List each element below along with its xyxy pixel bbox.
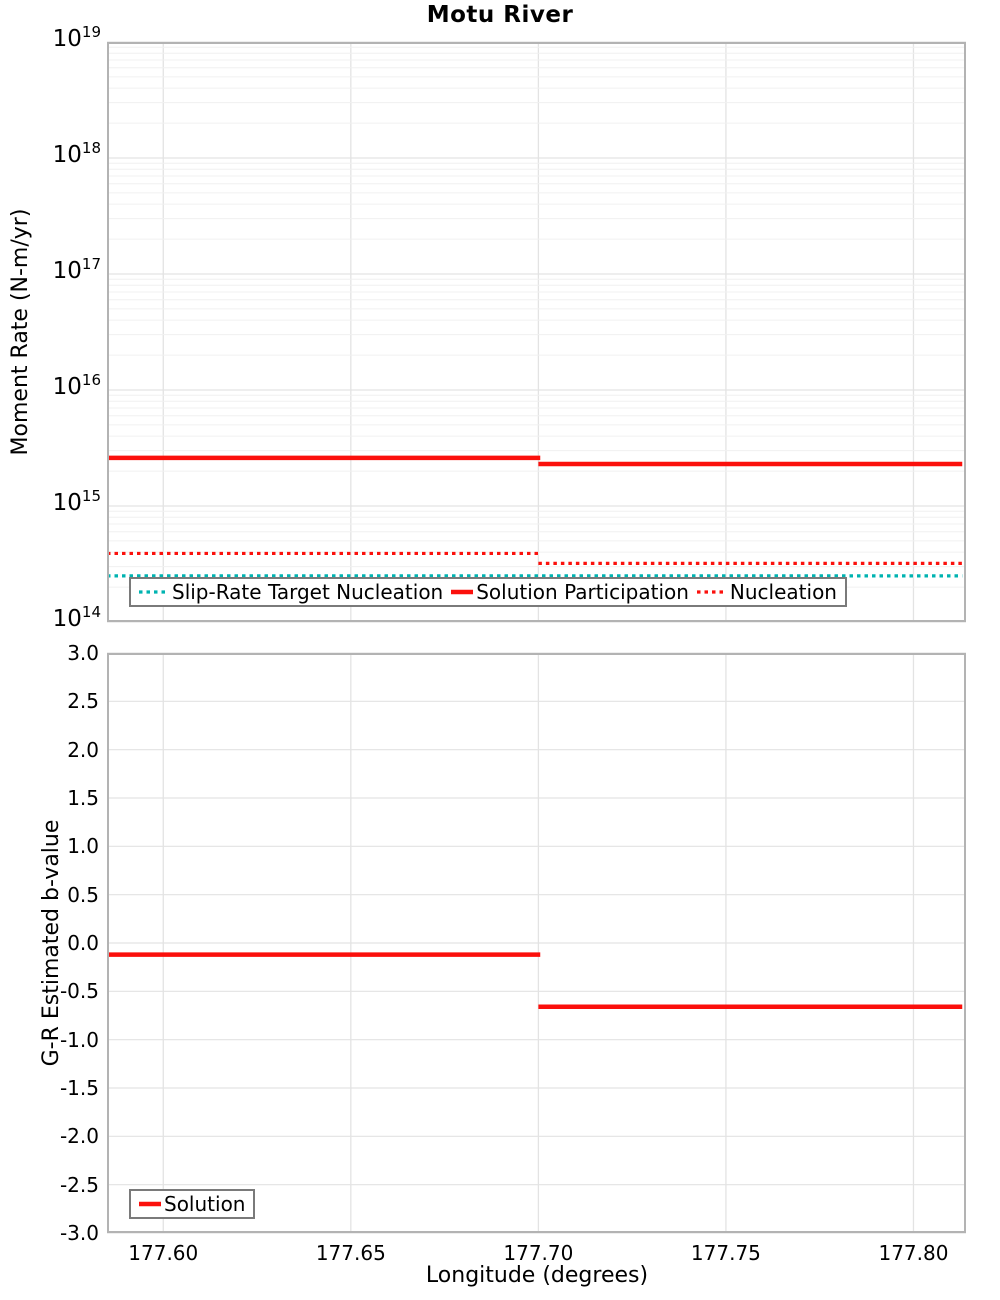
legend-item-solution-participation: Solution Participation [451, 580, 689, 604]
y-tick-label: 1019 [52, 23, 101, 53]
y-tick-label: 0.0 [67, 931, 99, 955]
moment-rate-plot [107, 41, 966, 623]
legend-swatch-solid-line [451, 589, 474, 595]
x-tick-label: 177.75 [690, 1241, 761, 1265]
plot-frame [107, 653, 966, 1233]
legend-swatch-dotted-line [696, 590, 727, 594]
y-tick-label: 0.5 [67, 882, 99, 907]
y-tick-label: 1018 [52, 139, 101, 169]
y-tick-label: -0.5 [59, 979, 99, 1004]
y-tick-label: -1.0 [59, 1027, 99, 1052]
moment-rate-legend: Slip-Rate Target Nucleation Solution Part… [129, 577, 847, 607]
y-tick-label: -2.5 [59, 1172, 99, 1197]
legend-label: Solution [164, 1192, 246, 1216]
legend-label: Slip-Rate Target Nucleation [172, 580, 444, 604]
legend-label: Nucleation [729, 580, 837, 604]
y-tick-label: 2.0 [67, 737, 99, 762]
y-tick-label: 1016 [52, 371, 101, 401]
legend-swatch-solid-line [139, 1201, 161, 1207]
b-value-legend: Solution [129, 1189, 256, 1219]
y-tick-label: 1015 [52, 487, 101, 517]
y-tick-label: 1014 [52, 603, 101, 633]
legend-label: Solution Participation [476, 580, 689, 604]
y-tick-label: 1.0 [67, 834, 99, 859]
legend-item-slip-rate-target-nucleation: Slip-Rate Target Nucleation [139, 580, 443, 604]
legend-item-nucleation: Nucleation [696, 580, 837, 604]
legend-item-solution: Solution [139, 1192, 245, 1216]
x-tick-label: 177.60 [128, 1241, 199, 1265]
y-tick-label: 1.5 [67, 786, 99, 810]
y-tick-label: -1.5 [59, 1076, 99, 1100]
y-tick-label: 1017 [52, 255, 101, 285]
legend-swatch-dotted-line [139, 590, 169, 594]
moment-rate-axis-label: Moment Rate (N-m/yr) [8, 208, 33, 456]
x-tick-label: 177.70 [503, 1241, 574, 1265]
y-tick-label: -2.0 [59, 1124, 99, 1149]
x-tick-label: 177.65 [315, 1241, 386, 1265]
x-tick-label: 177.80 [878, 1241, 949, 1265]
y-tick-label: -3.0 [59, 1221, 99, 1245]
figure-title: Motu River [426, 2, 574, 28]
longitude-axis-label: Longitude (degrees) [425, 1263, 649, 1288]
y-tick-label: 2.5 [67, 689, 99, 714]
plot-frame [107, 42, 966, 622]
y-tick-label: 3.0 [67, 641, 99, 665]
b-value-plot [107, 652, 966, 1234]
